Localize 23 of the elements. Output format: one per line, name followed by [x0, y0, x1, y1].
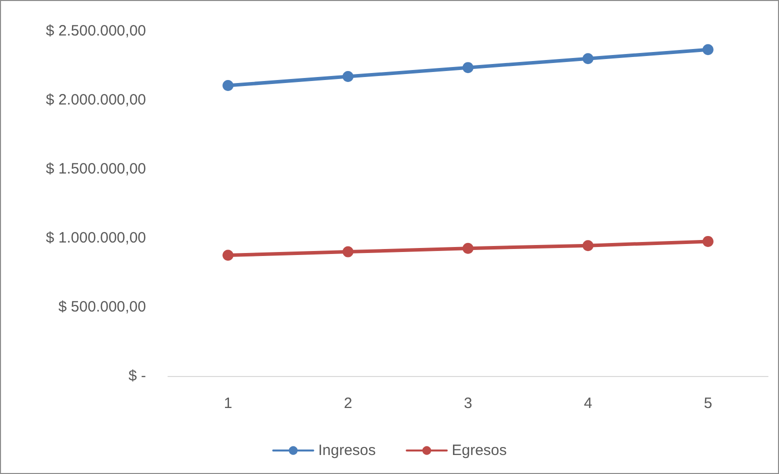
x-tick-label: 4 — [584, 395, 592, 412]
x-tick-label: 5 — [704, 395, 712, 412]
legend-label: Egresos — [452, 442, 507, 459]
y-tick-label: $ - — [128, 368, 146, 384]
x-tick-label: 1 — [224, 395, 232, 412]
y-tick-label: $ 1.000.000,00 — [46, 230, 146, 246]
y-tick-label: $ 1.500.000,00 — [46, 160, 146, 178]
point — [342, 246, 354, 258]
point — [462, 62, 474, 74]
point — [702, 236, 714, 247]
x-tick-label: 3 — [464, 395, 472, 412]
point — [702, 44, 714, 56]
y-tick-label: $ 2.000.000,00 — [46, 92, 146, 108]
y-tick-label: $ 2.500.000,00 — [46, 22, 146, 40]
point — [342, 71, 354, 82]
y-tick-label: $ 500.000,00 — [58, 298, 146, 316]
point — [222, 250, 234, 261]
point — [582, 240, 594, 252]
point — [582, 53, 594, 64]
legend-label: Ingresos — [318, 442, 376, 459]
point — [462, 242, 474, 254]
x-tick-label: 2 — [344, 395, 352, 412]
point — [222, 80, 234, 92]
